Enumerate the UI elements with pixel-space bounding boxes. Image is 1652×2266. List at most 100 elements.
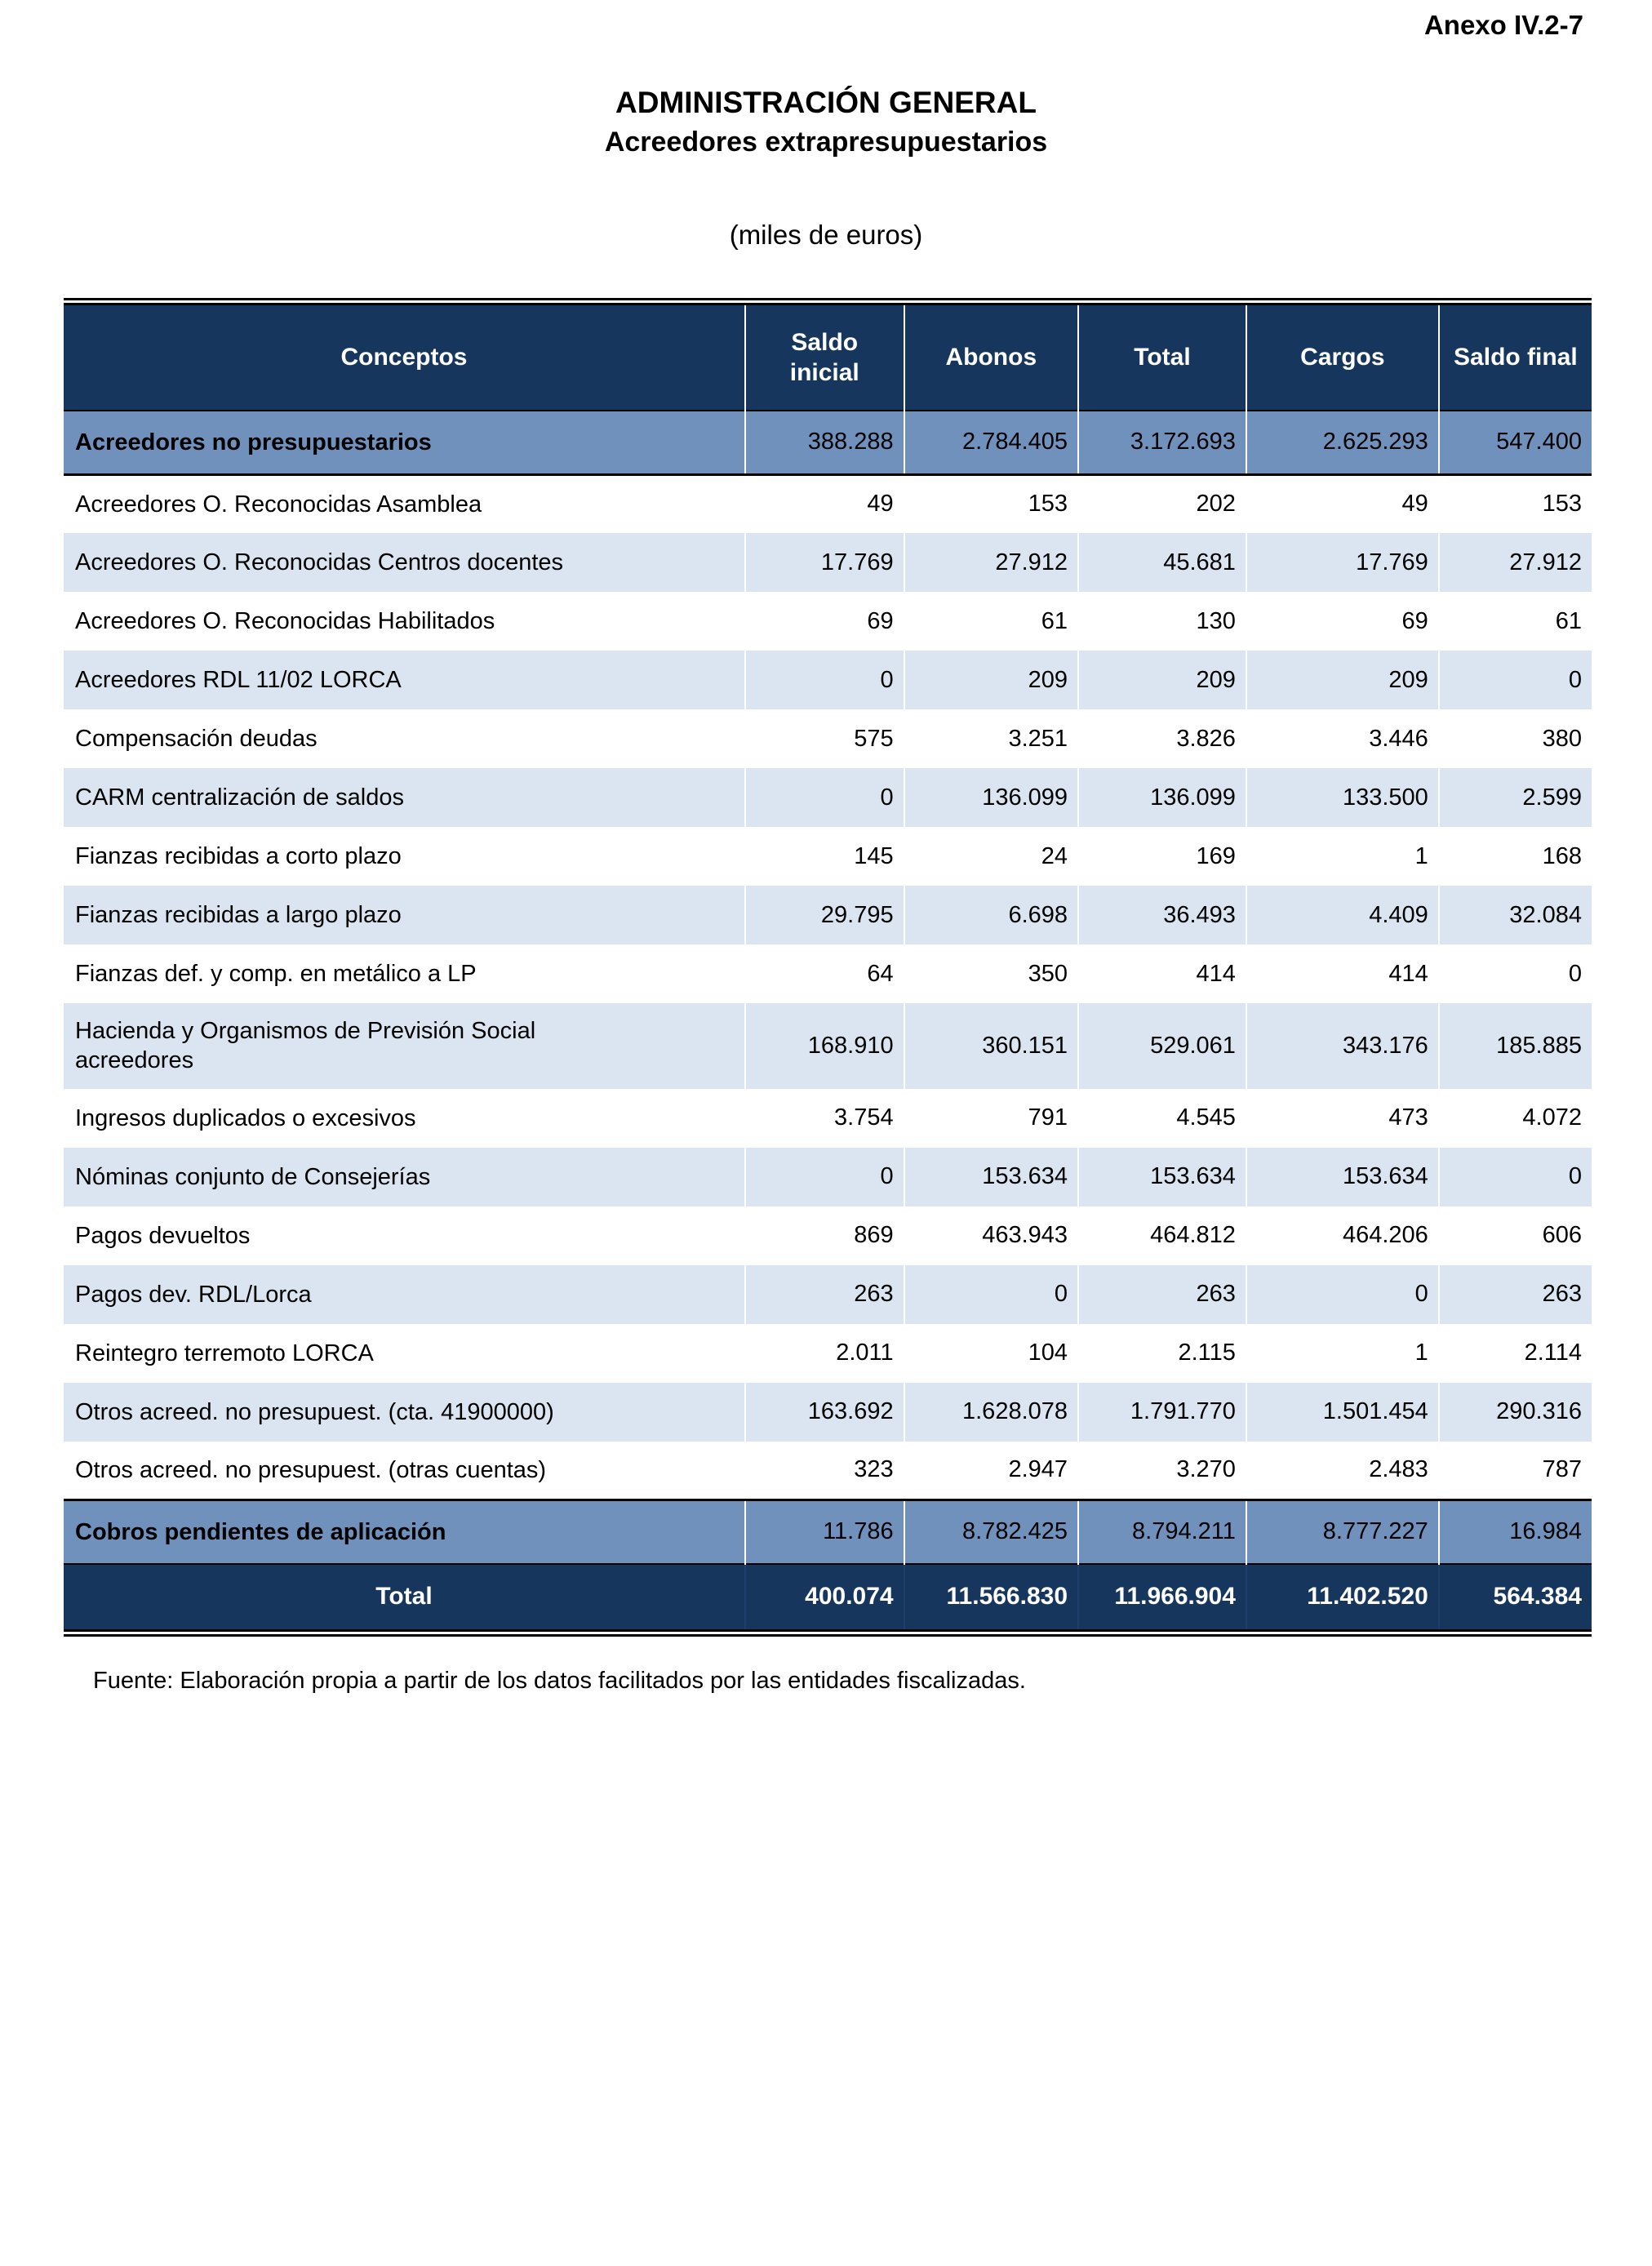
- value-cell: 61: [903, 592, 1079, 651]
- row-label: Acreedores O. Reconocidas Asamblea: [75, 491, 482, 518]
- row-label: Total: [375, 1583, 433, 1611]
- table-row: Acreedores O. Reconocidas Asamblea 49 153 2…: [64, 474, 1592, 534]
- value-cell: 2.784.405: [903, 411, 1079, 475]
- value-cell: 360.151: [903, 1003, 1079, 1089]
- value-cell: 4.545: [1077, 1088, 1246, 1148]
- table-frame: Conceptos Saldo inicial Abonos Total Cargos S…: [64, 298, 1592, 1637]
- value-cell: 11.566.830: [903, 1563, 1079, 1629]
- row-label-cell: Fianzas def. y comp. en metálico a LP: [64, 944, 745, 1003]
- value-cell: 202: [1077, 474, 1246, 534]
- value-cell: 168.910: [744, 1003, 904, 1089]
- row-label-cell: CARM centralización de saldos: [64, 768, 745, 827]
- table-row: Ingresos duplicados o excesivos 3.754 791 4…: [64, 1088, 1592, 1148]
- table-row: Otros acreed. no presupuest. (otras cuen…: [64, 1441, 1592, 1500]
- row-label-cell: Reintegro terremoto LORCA: [64, 1324, 745, 1383]
- row-label: Otros acreed. no presupuest. (otras cuen…: [75, 1456, 547, 1483]
- table-row: Pagos devueltos 869 463.943 464.812 464.206 6…: [64, 1206, 1592, 1265]
- value-cell: 145: [744, 827, 904, 886]
- row-label: Nóminas conjunto de Consejerías: [75, 1163, 431, 1190]
- annex-label: Anexo IV.2-7: [1423, 10, 1583, 40]
- row-label-cell: Acreedores O. Reconocidas Asamblea: [64, 474, 745, 533]
- table-row: Acreedores O. Reconocidas Centros docent…: [64, 533, 1592, 593]
- value-cell: 169: [1077, 827, 1246, 886]
- value-cell: 69: [1245, 592, 1439, 651]
- value-cell: 4.409: [1245, 886, 1439, 945]
- value-cell: 323: [744, 1441, 904, 1500]
- value-cell: 575: [744, 709, 904, 769]
- value-cell: 8.782.425: [903, 1500, 1079, 1564]
- value-cell: 2.599: [1437, 768, 1592, 828]
- value-cell: 564.384: [1437, 1563, 1592, 1629]
- value-cell: 263: [744, 1264, 904, 1324]
- table-row: Cobros pendientes de aplicación 11.786 8.7…: [64, 1500, 1592, 1564]
- value-cell: 8.794.211: [1077, 1500, 1246, 1564]
- column-header-2: Abonos: [903, 305, 1079, 411]
- row-label: Acreedores O. Reconocidas Habilitados: [75, 608, 495, 635]
- table-row: Total 400.074 11.566.830 11.966.904 11.402.5…: [64, 1563, 1592, 1629]
- row-label: Compensación deudas: [75, 726, 318, 753]
- table-row: Acreedores no presupuestarios 388.288 2.78…: [64, 411, 1592, 475]
- value-cell: 400.074: [744, 1563, 904, 1629]
- value-cell: 388.288: [744, 411, 904, 475]
- column-header-4: Cargos: [1245, 305, 1439, 411]
- value-cell: 343.176: [1245, 1003, 1439, 1089]
- page-subtitle: Acreedores extrapresupuestarios: [604, 127, 1048, 158]
- value-cell: 69: [744, 592, 904, 651]
- value-cell: 414: [1077, 944, 1246, 1004]
- table-row: Pagos dev. RDL/Lorca 263 0 263 0 263: [64, 1264, 1592, 1324]
- value-cell: 606: [1437, 1206, 1592, 1265]
- value-cell: 263: [1437, 1264, 1592, 1324]
- row-label: Acreedores no presupuestarios: [75, 429, 432, 455]
- value-cell: 168: [1437, 827, 1592, 886]
- row-label-cell: Acreedores O. Reconocidas Habilitados: [64, 592, 745, 651]
- creditors-table: Conceptos Saldo inicial Abonos Total Cargos S…: [64, 305, 1592, 1629]
- row-label: Cobros pendientes de aplicación: [75, 1518, 446, 1545]
- value-cell: 1.628.078: [903, 1382, 1079, 1442]
- value-cell: 163.692: [744, 1382, 904, 1442]
- value-cell: 153.634: [1077, 1147, 1246, 1206]
- value-cell: 414: [1245, 944, 1439, 1004]
- row-label-cell: Acreedores RDL 11/02 LORCA: [64, 651, 745, 709]
- row-label: CARM centralización de saldos: [75, 784, 404, 811]
- value-cell: 49: [744, 474, 904, 534]
- table-row: Fianzas def. y comp. en metálico a LP 64 3…: [64, 944, 1592, 1004]
- row-label: Acreedores O. Reconocidas Centros docent…: [75, 549, 564, 576]
- value-cell: 49: [1245, 474, 1439, 534]
- value-cell: 2.011: [744, 1323, 904, 1383]
- table-row: Acreedores RDL 11/02 LORCA 0 209 209 209 0: [64, 651, 1592, 710]
- row-label: Hacienda y Organismos de Previsión Socia…: [75, 1018, 536, 1074]
- table-row: Acreedores O. Reconocidas Habilitados 69 6…: [64, 592, 1592, 651]
- value-cell: 3.172.693: [1077, 411, 1246, 475]
- value-cell: 0: [1437, 944, 1592, 1004]
- table-row: CARM centralización de saldos 0 136.099 136…: [64, 768, 1592, 828]
- value-cell: 185.885: [1437, 1003, 1592, 1089]
- value-cell: 153.634: [903, 1147, 1079, 1206]
- value-cell: 11.402.520: [1245, 1563, 1439, 1629]
- value-cell: 529.061: [1077, 1003, 1246, 1089]
- value-cell: 0: [744, 1147, 904, 1206]
- value-cell: 0: [1437, 651, 1592, 710]
- value-cell: 290.316: [1437, 1382, 1592, 1442]
- value-cell: 2.114: [1437, 1323, 1592, 1383]
- value-cell: 2.483: [1245, 1441, 1439, 1500]
- table-row: Reintegro terremoto LORCA 2.011 104 2.115 1 2…: [64, 1323, 1592, 1383]
- value-cell: 869: [744, 1206, 904, 1265]
- value-cell: 2.625.293: [1245, 411, 1439, 475]
- value-cell: 1: [1245, 1323, 1439, 1383]
- row-label-cell: Cobros pendientes de aplicación: [64, 1500, 745, 1564]
- source-note: Fuente: Elaboración propia a partir de l…: [93, 1667, 1026, 1694]
- value-cell: 0: [1245, 1264, 1439, 1324]
- value-cell: 36.493: [1077, 886, 1246, 945]
- value-cell: 104: [903, 1323, 1079, 1383]
- table-body: Acreedores no presupuestarios 388.288 2.78…: [64, 411, 1592, 1629]
- row-label: Otros acreed. no presupuest. (cta. 41900…: [75, 1398, 554, 1425]
- value-cell: 209: [1245, 651, 1439, 710]
- value-cell: 0: [903, 1264, 1079, 1324]
- row-label-cell: Pagos dev. RDL/Lorca: [64, 1265, 745, 1324]
- row-label-cell: Total: [64, 1564, 745, 1629]
- row-label: Acreedores RDL 11/02 LORCA: [75, 667, 402, 694]
- value-cell: 11.966.904: [1077, 1563, 1246, 1629]
- column-header-conceptos: Conceptos: [64, 305, 745, 411]
- row-label-cell: Hacienda y Organismos de Previsión Socia…: [64, 1003, 745, 1089]
